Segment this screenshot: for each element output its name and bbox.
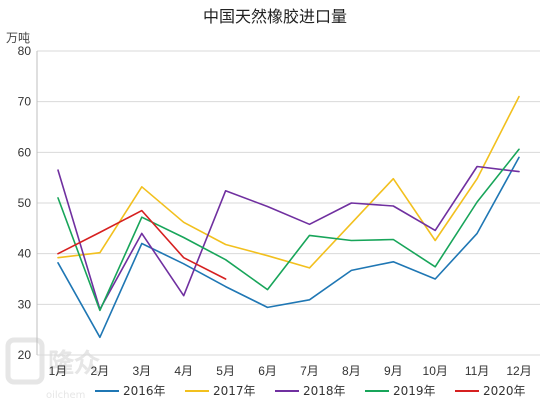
y-tick-label: 80 (18, 44, 32, 58)
legend-label: 2016年 (123, 384, 166, 398)
y-tick-label: 20 (18, 348, 32, 362)
legend: 2016年 2017年 2018年 2019年 2020年 (95, 384, 526, 398)
x-tick-label: 11月 (465, 364, 489, 378)
watermark-logo: 隆众 oilchem (5, 337, 100, 401)
series-line-2017年 (57, 95, 520, 269)
x-tick-label: 8月 (342, 364, 361, 378)
x-tick-label: 6月 (258, 364, 277, 378)
legend-label: 2017年 (213, 384, 256, 398)
legend-label: 2020年 (483, 384, 526, 398)
watermark-sub: oilchem (46, 390, 85, 401)
x-tick-label: 7月 (300, 364, 319, 378)
x-tick-label: 3月 (132, 364, 151, 378)
chart-title: 中国天然橡胶进口量 (203, 7, 347, 26)
y-tick-label: 60 (18, 145, 32, 159)
x-tick-label: 1月 (49, 364, 68, 378)
series-line-2016年 (57, 156, 520, 339)
y-tick-label: 40 (18, 247, 32, 261)
x-tick-label: 5月 (216, 364, 235, 378)
series-line-2018年 (57, 165, 520, 311)
y-axis-unit: 万吨 (6, 31, 30, 45)
y-tick-label: 70 (18, 95, 32, 109)
watermark-logo-mark (5, 337, 45, 385)
series-line-2020年 (57, 209, 227, 280)
x-tick-label: 9月 (384, 364, 403, 378)
x-tick-label: 2月 (91, 364, 110, 378)
watermark-brand: 隆众 (48, 349, 100, 379)
legend-label: 2019年 (393, 384, 436, 398)
y-tick-label: 50 (18, 196, 32, 210)
x-tick-label: 4月 (174, 364, 193, 378)
x-tick-label: 10月 (423, 364, 448, 378)
x-axis-ticks: 1月 2月 3月 4月 5月 6月 7月 8月 9月 10月 11月 12月 (49, 364, 532, 378)
legend-label: 2018年 (303, 384, 346, 398)
y-axis-ticks: 20 30 40 50 60 70 80 (18, 44, 32, 362)
series-group (57, 95, 520, 339)
x-tick-label: 12月 (506, 364, 531, 378)
series-line-2019年 (57, 148, 520, 312)
y-tick-label: 30 (18, 297, 32, 311)
